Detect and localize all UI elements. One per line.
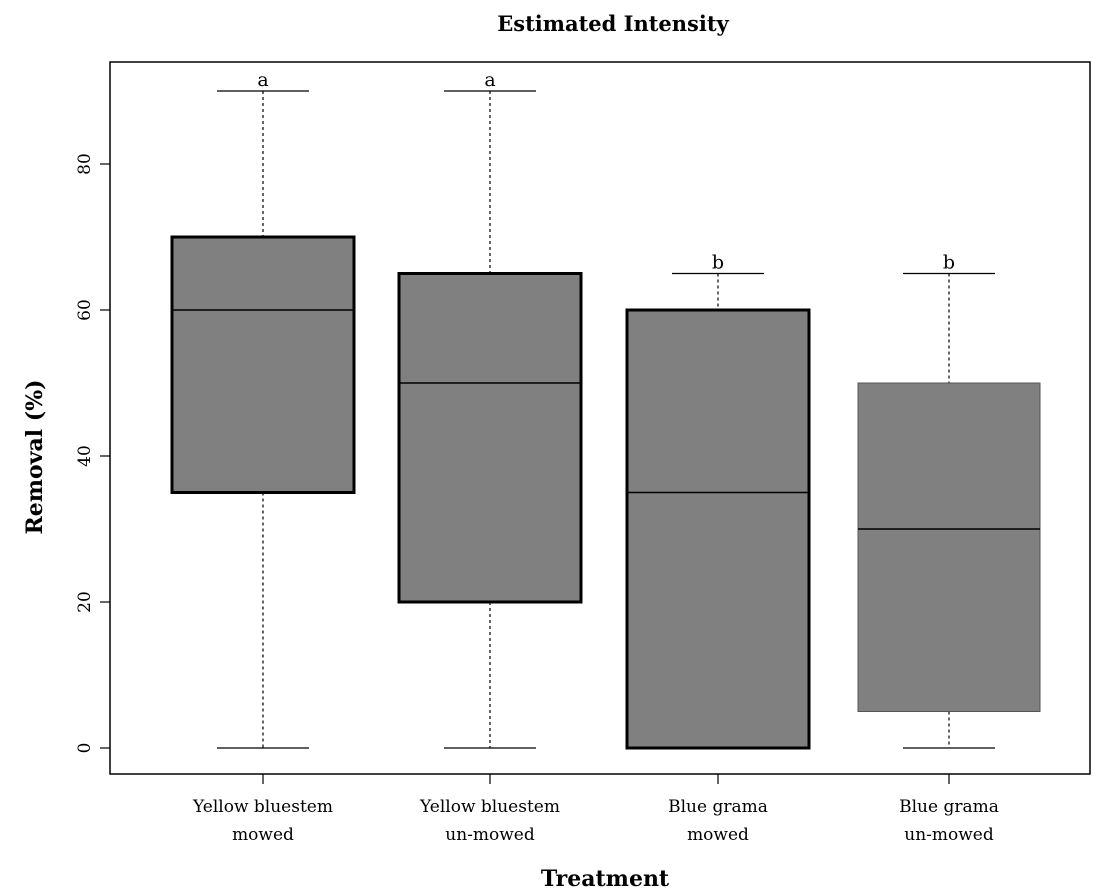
- group-letter: a: [257, 69, 268, 91]
- x-tick-label: mowed: [232, 825, 294, 845]
- x-tick-label: Blue grama: [899, 797, 999, 817]
- y-axis-title: Removal (%): [22, 379, 48, 534]
- box-group: a a b b: [172, 69, 1040, 748]
- y-tick-label: 20: [75, 591, 95, 613]
- box-3: b: [627, 252, 809, 749]
- box-1: a: [172, 69, 354, 748]
- iqr-box: [627, 310, 809, 748]
- group-letter: b: [712, 252, 724, 274]
- y-tick-label: 40: [75, 445, 95, 467]
- group-letter: b: [943, 252, 955, 274]
- iqr-box: [858, 383, 1040, 712]
- iqr-box: [172, 237, 354, 493]
- x-axis-title: Treatment: [541, 866, 670, 892]
- x-tick-label: Blue grama: [668, 797, 768, 817]
- y-tick-label: 60: [75, 299, 95, 321]
- box-2: a: [399, 69, 581, 748]
- y-tick-label: 80: [75, 153, 95, 175]
- x-tick-label: un-mowed: [904, 825, 994, 845]
- chart-title: Estimated Intensity: [497, 11, 729, 36]
- x-tick-label: un-mowed: [445, 825, 535, 845]
- x-tick-label: mowed: [687, 825, 749, 845]
- y-axis: 0 20 40 60 80: [75, 153, 110, 753]
- group-letter: a: [484, 69, 495, 91]
- x-tick-label: Yellow bluestem: [419, 797, 560, 817]
- x-tick-label: Yellow bluestem: [192, 797, 333, 817]
- iqr-box: [399, 274, 581, 603]
- x-axis: Yellow bluestem mowed Yellow bluestem un-mo…: [192, 774, 999, 845]
- y-tick-label: 0: [75, 743, 95, 754]
- box-4: b: [858, 252, 1040, 749]
